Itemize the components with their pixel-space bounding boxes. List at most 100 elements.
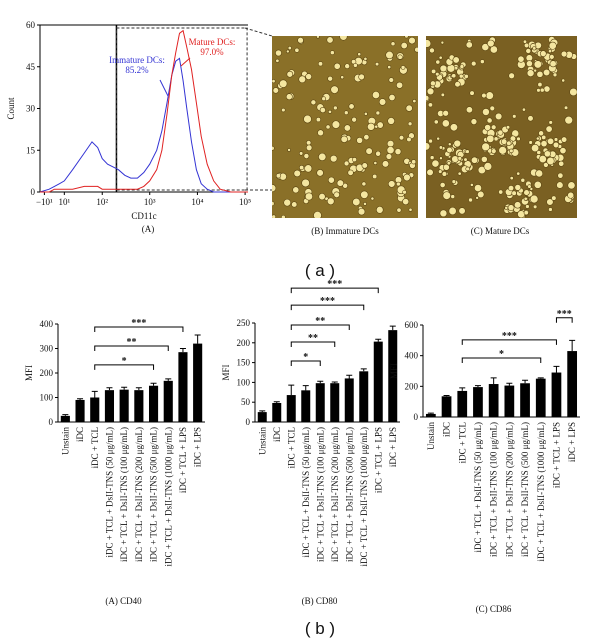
error-bar [375,338,382,342]
cell [372,91,380,99]
significance-bracket [94,364,155,370]
cell [440,92,445,97]
cell [517,210,526,218]
cell [560,50,568,58]
cell [396,81,404,89]
cell [452,56,460,64]
y-tick-label: 0 [31,187,36,197]
x-tick-label: iDC + TCL + DsII-TNS (500 μg/mL) [344,427,354,562]
cell [507,204,515,212]
cell [500,138,508,145]
cell [498,146,507,155]
error-bar [91,390,98,398]
cell [449,123,458,132]
cell [370,196,375,201]
cell [360,190,369,199]
cell [548,120,553,125]
y-tick-label: 100 [40,393,54,403]
cell [365,147,373,155]
chart-caption: (A) CD40 [105,596,142,606]
cell [489,45,498,54]
chart-caption: (A) [142,224,155,234]
x-tick-label: iDC + LPS [388,427,398,467]
bar [178,352,188,422]
cell [450,194,456,199]
cell [333,105,338,111]
cell [375,150,381,157]
error-bar [569,339,576,352]
bar [75,399,85,422]
bar [119,389,129,422]
cell [543,85,551,93]
cell [484,124,492,131]
cell [546,198,554,206]
cell [564,115,573,125]
cell [272,87,279,94]
cell [385,50,394,60]
cell [470,156,479,164]
cell [441,119,450,128]
cell [446,161,451,166]
cell [367,122,375,131]
cell [293,169,301,178]
cell [454,81,461,88]
y-axis-label: MFI [221,364,231,380]
bar [373,341,383,422]
y-tick-label: 200 [237,338,251,348]
cell [340,75,345,80]
x-tick-label: Unstain [426,422,436,450]
cell [457,171,462,176]
cell [536,88,541,93]
significance-label: *** [131,318,146,329]
cell [430,80,436,87]
cell [537,82,543,88]
x-tick-label: 10⁴ [191,197,203,207]
cell [285,93,293,101]
x-tick-label: iDC [272,427,282,442]
cell [374,124,379,129]
cell [353,63,358,68]
cell [316,169,324,177]
y-tick-label: 60 [26,20,36,30]
bar [257,412,267,422]
bar [315,383,325,422]
cell [548,49,552,54]
cell [396,207,402,213]
cell [442,191,451,200]
cell [426,168,434,176]
cell [451,179,457,184]
cell [487,39,495,48]
bar [359,371,369,422]
cell [361,162,368,169]
cell [486,134,495,143]
cell [292,186,300,194]
histogram-line [40,29,248,193]
y-tick-label: 0 [49,417,54,427]
y-tick-label: 300 [40,344,54,354]
bar [330,383,340,422]
cell [442,109,449,117]
y-tick-label: 0 [246,417,251,427]
cell [333,191,340,198]
cell [299,165,305,171]
x-tick-label: iDC + TCL + DsII-TNS (200 μg/mL) [134,427,144,562]
cell [431,159,440,168]
cell [506,140,512,146]
significance-label: *** [320,296,335,307]
cell [408,207,413,212]
cell [321,96,327,102]
cell [386,146,395,155]
significance-bracket [555,317,573,323]
cell [482,108,490,116]
cell [541,134,547,140]
bar [301,390,311,422]
cell [548,41,557,50]
error-bar [427,412,434,414]
cell [305,144,313,151]
cell [352,157,357,163]
cell [523,189,530,196]
cell [516,136,521,142]
cell [508,72,515,79]
cell [567,181,576,190]
cell [356,137,364,144]
